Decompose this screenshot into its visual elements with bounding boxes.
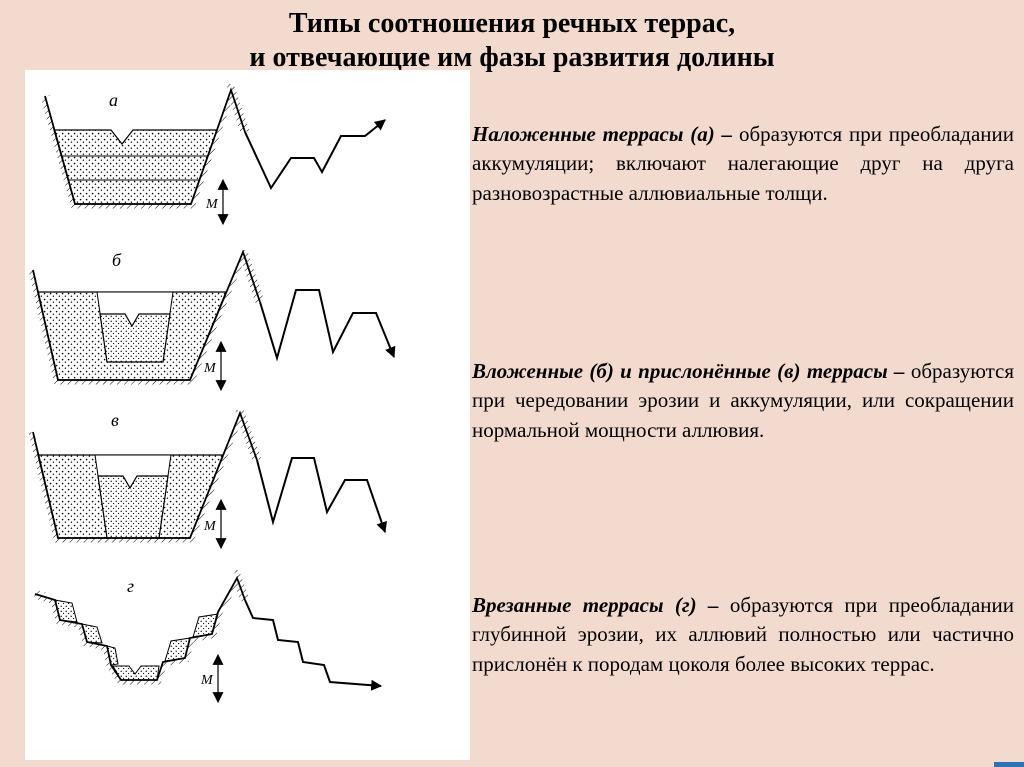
phase-line-b (259, 289, 396, 362)
panel-label-b: б (112, 250, 122, 270)
panel-label-a: а (109, 90, 118, 110)
paragraph-1-body: образуются при преобладании аккумуляции;… (472, 122, 1015, 205)
title-line-2: и отвечающие им фазы развития долины (249, 41, 775, 73)
paragraph-1-lead: Наложенные террасы (а) – (472, 122, 733, 146)
diagram-panel-a: М а (40, 84, 386, 226)
paragraph-3-lead: Врезанные террасы (г) – (472, 593, 719, 617)
phase-line-v (256, 457, 387, 534)
panel-label-g: г (127, 576, 134, 596)
slide-title: Типы соотношения речных террас, и отвеча… (0, 7, 1024, 74)
paragraph-superimposed-terraces: Наложенные террасы (а) – образуются при … (472, 120, 1014, 208)
younger-alluvium-v (97, 475, 169, 539)
paragraph-3-body: образуются при преобладании глубинной эр… (472, 593, 1015, 676)
paragraph-2-lead: Вложенные (б) и прислонённые (в) террасы… (472, 359, 905, 383)
valley-interior-g (35, 578, 237, 680)
valley-outline-v (32, 410, 258, 539)
panel-label-v: в (111, 410, 119, 430)
thickness-label-a: М (205, 197, 219, 212)
diagram-panel-g: М г (33, 570, 383, 704)
alluvium-layer-lines-a (62, 155, 208, 181)
thickness-label-v: М (203, 519, 217, 534)
paragraph-incised-terraces: Врезанные террасы (г) – образуются при п… (472, 591, 1014, 679)
corner-accent-bar (994, 762, 1024, 767)
diagram-panel-b: М б (28, 250, 396, 392)
younger-alluvium-b (99, 313, 171, 363)
diagram-panel-v: М в (28, 410, 387, 550)
phase-line-a (244, 119, 386, 191)
paragraph-nested-abutting-terraces: Вложенные (б) и прислонённые (в) террасы… (472, 357, 1014, 445)
thickness-label-g: М (200, 673, 214, 688)
terrace-figure: М а М б М в (25, 70, 470, 760)
phase-line-g (244, 599, 383, 691)
alluvium-fill-a (53, 129, 218, 205)
thickness-label-b: М (203, 361, 217, 376)
valley-outline-a (44, 87, 246, 205)
paragraph-2-body: образуются при чередовании эрозии и акку… (472, 359, 1015, 442)
valley-outline-b (32, 250, 261, 381)
valley-outline-g (34, 575, 246, 681)
title-line-1: Типы соотношения речных террас, (288, 8, 736, 39)
